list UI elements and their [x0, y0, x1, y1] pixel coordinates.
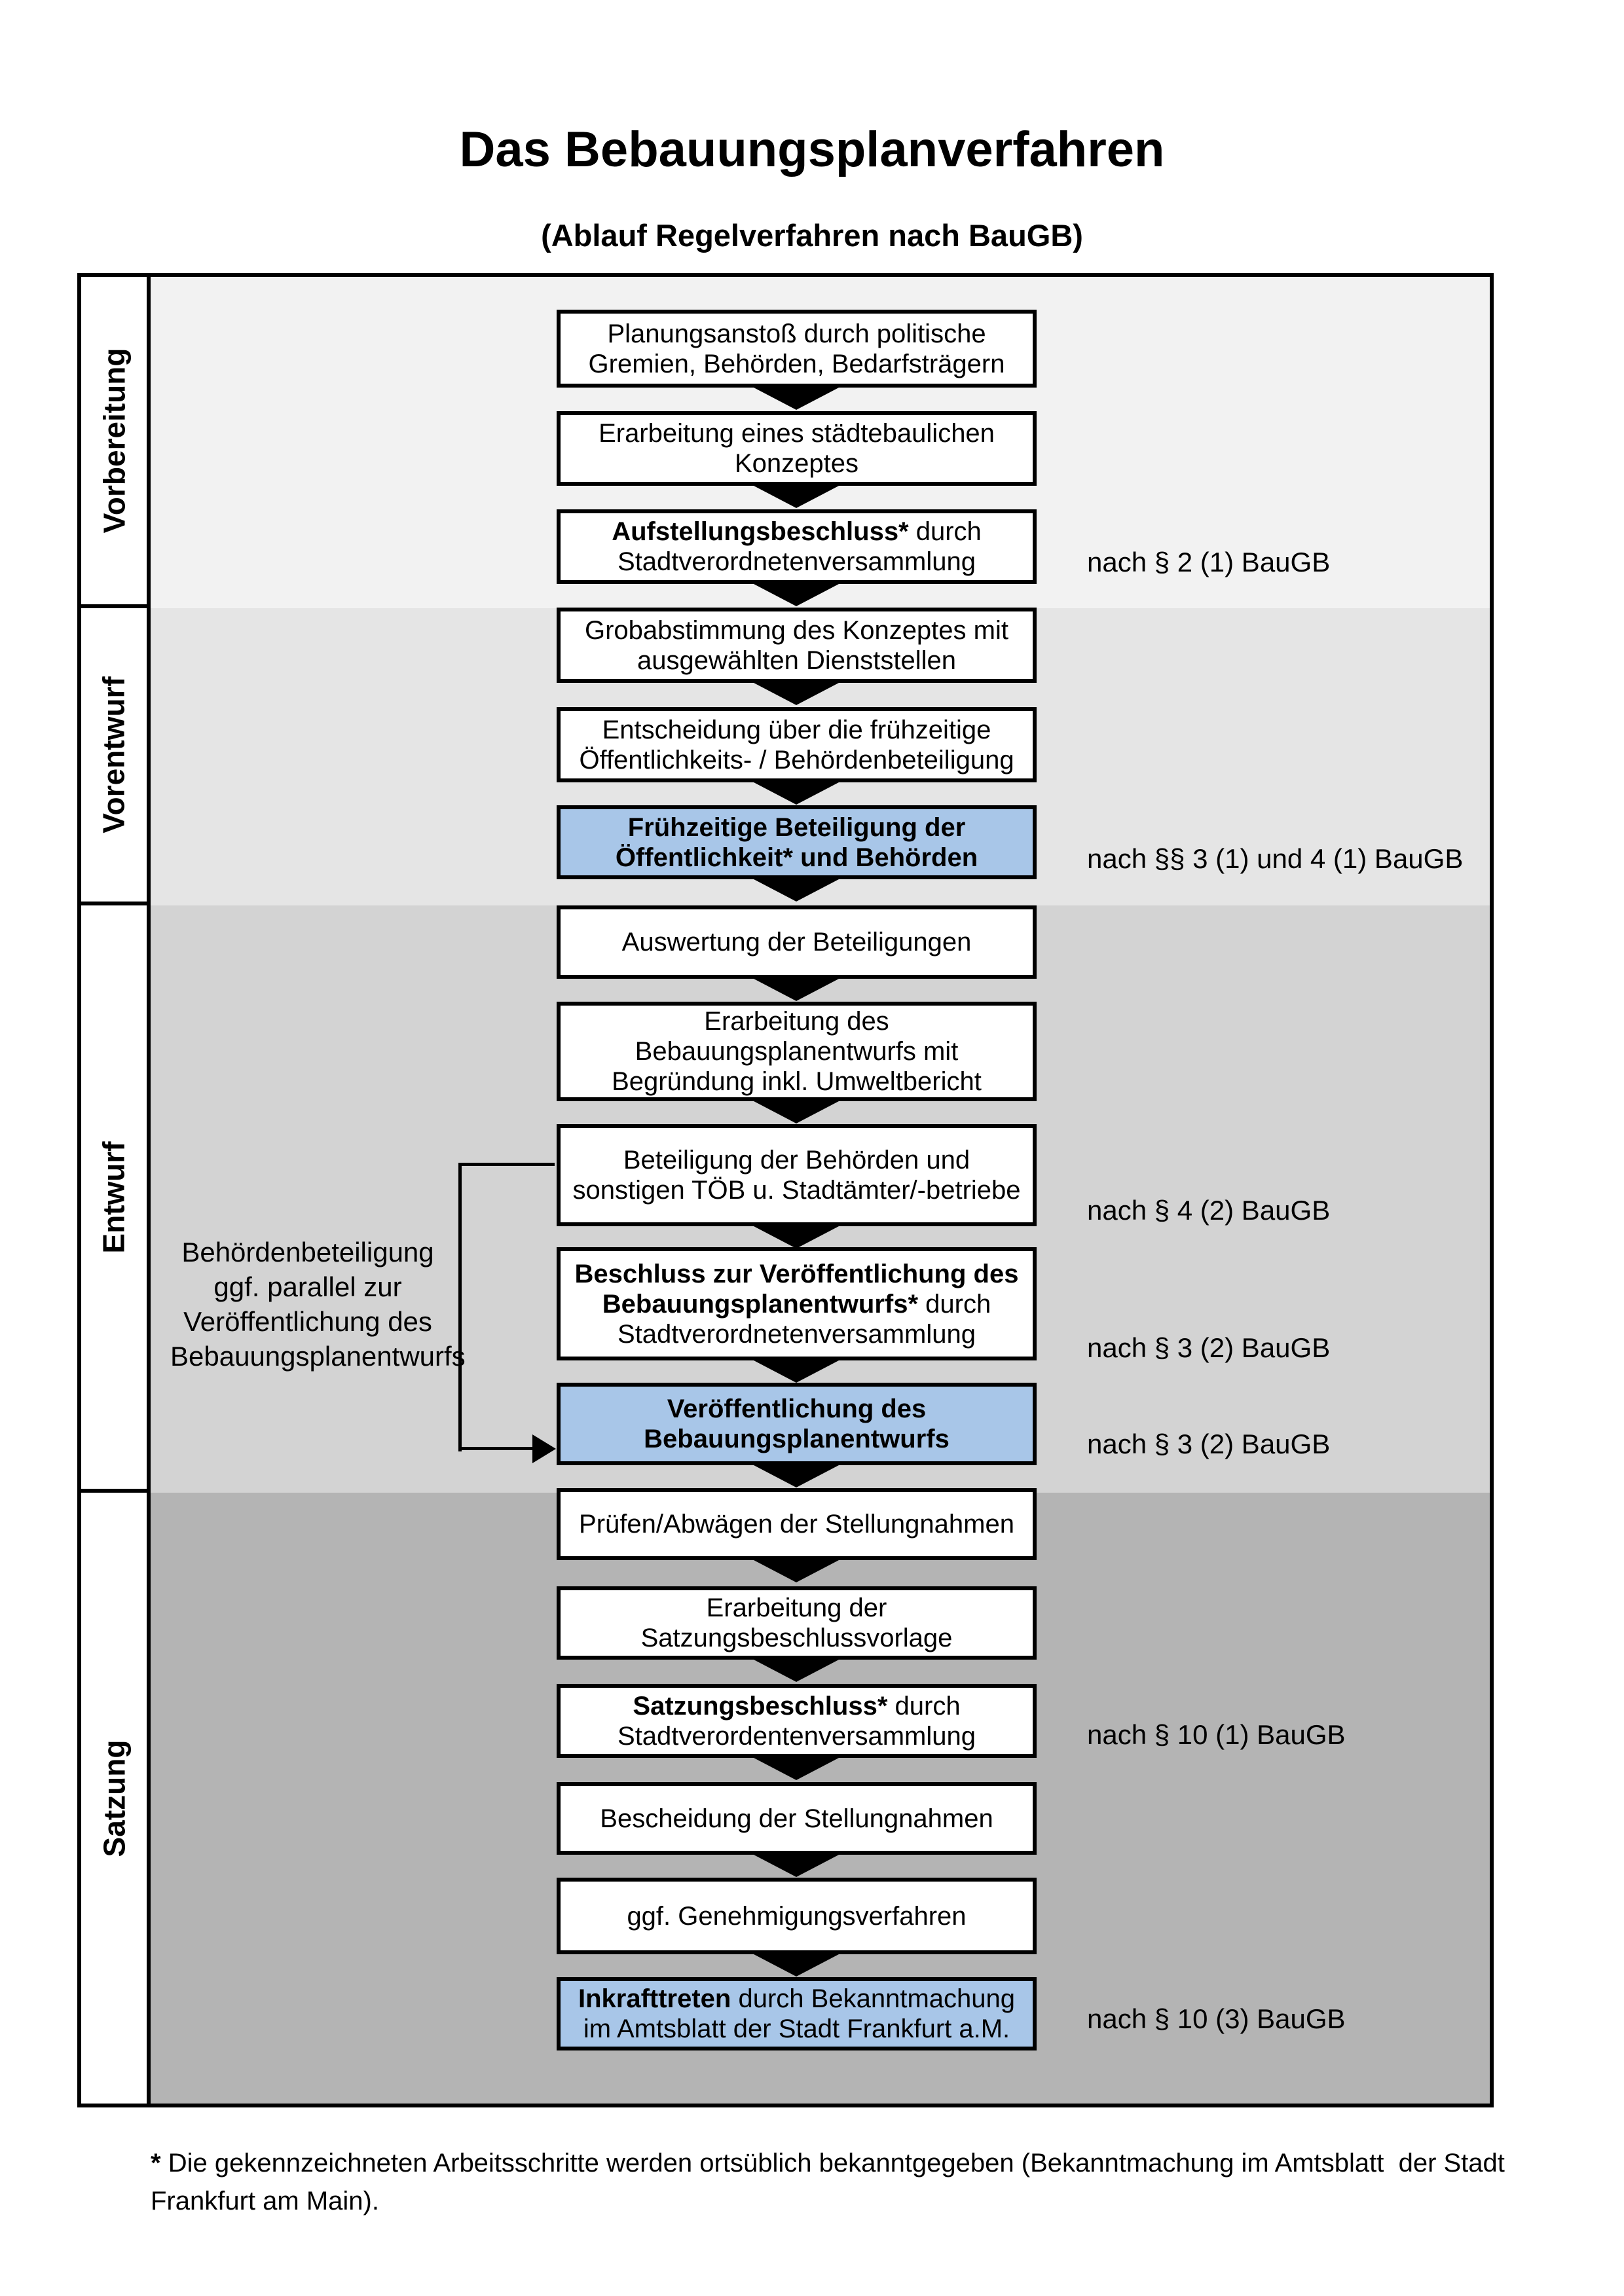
flow-arrow-down-icon: [754, 683, 839, 705]
flow-arrow-down-icon: [754, 1465, 839, 1487]
flow-arrow-down-icon: [754, 584, 839, 606]
flow-box-behoerdenbeteiligung-toeb: Beteiligung der Behörden und sonstigen T…: [557, 1124, 1037, 1226]
flow-box-label: Bescheidung der Stellungnahmen: [600, 1804, 993, 1833]
flow-arrow-down-icon: [754, 1226, 839, 1248]
phase-label-vorbereitung: Vorbereitung: [97, 348, 132, 534]
legal-reference: nach § 4 (2) BauGB: [1087, 1195, 1331, 1226]
flow-arrow-down-icon: [754, 1360, 839, 1383]
parallel-note: Behördenbeteiligung ggf. parallel zur Ve…: [170, 1237, 466, 1372]
flow-box-fruehzeitige-beteiligung: Frühzeitige Beteiligung der Öffentlichke…: [557, 805, 1037, 879]
legal-reference: nach § 2 (1) BauGB: [1087, 547, 1331, 577]
flow-box-label: Entscheidung über die frühzeitige Öffent…: [579, 715, 1014, 774]
flow-box-staedtebauliches-konzept: Erarbeitung eines städtebaulichen Konzep…: [557, 411, 1037, 486]
phase-label-entwurf: Entwurf: [97, 1140, 132, 1254]
flowchart-frame: Vorbereitung Vorentwurf Entwurf Satzung: [77, 273, 1494, 2107]
flow-box-auswertung-beteiligungen: Auswertung der Beteiligungen: [557, 905, 1037, 979]
flow-box-genehmigungsverfahren: ggf. Genehmigungsverfahren: [557, 1878, 1037, 1954]
parallel-connector-bottom: [458, 1447, 534, 1450]
flow-arrow-down-icon: [754, 388, 839, 410]
legal-reference: nach §§ 3 (1) und 4 (1) BauGB: [1087, 843, 1464, 874]
flow-arrow-down-icon: [754, 1101, 839, 1123]
legal-reference: nach § 3 (2) BauGB: [1087, 1429, 1331, 1459]
arrow-right-icon: [532, 1434, 556, 1463]
flow-box-bescheidung-stellungnahmen: Bescheidung der Stellungnahmen: [557, 1782, 1037, 1855]
flow-box-label: Veröffentlichung des Bebauungsplanentwur…: [644, 1394, 950, 1453]
flow-arrow-down-icon: [754, 1560, 839, 1582]
flow-box-veroeffentlichung-entwurf: Veröffentlichung des Bebauungsplanentwur…: [557, 1383, 1037, 1465]
phase-cell-satzung: Satzung: [81, 1493, 147, 2104]
flow-arrow-down-icon: [754, 782, 839, 805]
flow-box-label: Grobabstimmung des Konzeptes mit ausgewä…: [585, 615, 1008, 675]
flow-box-satzungsbeschluss: Satzungsbeschluss* durch Stadtverordente…: [557, 1684, 1037, 1758]
phase-label-vorentwurf: Vorentwurf: [97, 676, 131, 833]
phase-label-satzung: Satzung: [97, 1740, 132, 1857]
flow-box-label: Beschluss zur Veröffentlichung des Bebau…: [574, 1259, 1019, 1349]
phase-cell-entwurf: Entwurf: [81, 905, 147, 1493]
footnote: * Die gekennzeichneten Arbeitsschritte w…: [151, 2144, 1565, 2220]
flow-box-label: Aufstellungsbeschluss* durch Stadtverord…: [612, 517, 982, 576]
legal-reference: nach § 10 (3) BauGB: [1087, 2003, 1346, 2034]
flow-arrow-down-icon: [754, 1660, 839, 1682]
flow-box-label: Erarbeitung eines städtebaulichen Konzep…: [599, 419, 995, 478]
flow-box-label: Prüfen/Abwägen der Stellungnahmen: [579, 1510, 1014, 1539]
phase-cell-vorbereitung: Vorbereitung: [81, 277, 147, 608]
flow-box-label: Auswertung der Beteiligungen: [621, 928, 972, 957]
flow-box-label: Satzungsbeschluss* durch Stadtverordente…: [618, 1691, 976, 1751]
flow-box-label: Erarbeitung der Satzungsbeschlussvorlage: [640, 1594, 953, 1652]
legal-reference: nach § 10 (1) BauGB: [1087, 1719, 1346, 1750]
flow-arrow-down-icon: [754, 1855, 839, 1877]
flow-box-pruefen-abwaegen: Prüfen/Abwägen der Stellungnahmen: [557, 1488, 1037, 1560]
flow-box-grobabstimmung: Grobabstimmung des Konzeptes mit ausgewä…: [557, 608, 1037, 683]
footnote-asterisk: *: [151, 2149, 161, 2178]
flow-box-inkrafttreten: Inkrafttreten durch Bekanntmachung im Am…: [557, 1977, 1037, 2050]
flow-box-beschluss-veroeffentlichung: Beschluss zur Veröffentlichung des Bebau…: [557, 1247, 1037, 1360]
flow-box-label: Frühzeitige Beteiligung der Öffentlichke…: [615, 812, 978, 872]
flow-arrow-down-icon: [754, 979, 839, 1001]
footnote-text: Die gekennzeichneten Arbeitsschritte wer…: [151, 2149, 1505, 2215]
flow-arrow-down-icon: [754, 1954, 839, 1977]
page-title: Das Bebauungsplanverfahren: [459, 122, 1165, 177]
flow-box-label: Beteiligung der Behörden und sonstigen T…: [572, 1146, 1021, 1205]
flow-arrow-down-icon: [754, 879, 839, 902]
flow-box-label: ggf. Genehmigungsverfahren: [627, 1901, 967, 1931]
phase-cell-vorentwurf: Vorentwurf: [81, 608, 147, 905]
flow-box-entscheidung-fruehzeitige-beteiligung: Entscheidung über die frühzeitige Öffent…: [557, 707, 1037, 782]
legal-reference: nach § 3 (2) BauGB: [1087, 1332, 1331, 1363]
flow-box-erarbeitung-bebauungsplanentwurf: Erarbeitung des Bebauungsplanentwurfs mi…: [557, 1002, 1037, 1101]
flow-box-planungsanstoss: Planungsanstoß durch politische Gremien,…: [557, 310, 1037, 388]
parallel-connector-top: [458, 1163, 555, 1166]
parallel-connector-vertical: [458, 1163, 462, 1451]
flow-box-aufstellungsbeschluss: Aufstellungsbeschluss* durch Stadtverord…: [557, 509, 1037, 584]
phase-label-column: Vorbereitung Vorentwurf Entwurf Satzung: [81, 277, 151, 2104]
flow-arrow-down-icon: [754, 486, 839, 508]
flow-box-label: Inkrafttreten durch Bekanntmachung im Am…: [578, 1984, 1015, 2043]
flow-box-label: Erarbeitung des Bebauungsplanentwurfs mi…: [612, 1007, 982, 1096]
page-subtitle: (Ablauf Regelverfahren nach BauGB): [541, 218, 1083, 253]
flow-box-label: Planungsanstoß durch politische Gremien,…: [588, 319, 1005, 378]
flow-box-satzungsbeschlussvorlage: Erarbeitung der Satzungsbeschlussvorlage: [557, 1586, 1037, 1660]
flow-arrow-down-icon: [754, 1758, 839, 1780]
